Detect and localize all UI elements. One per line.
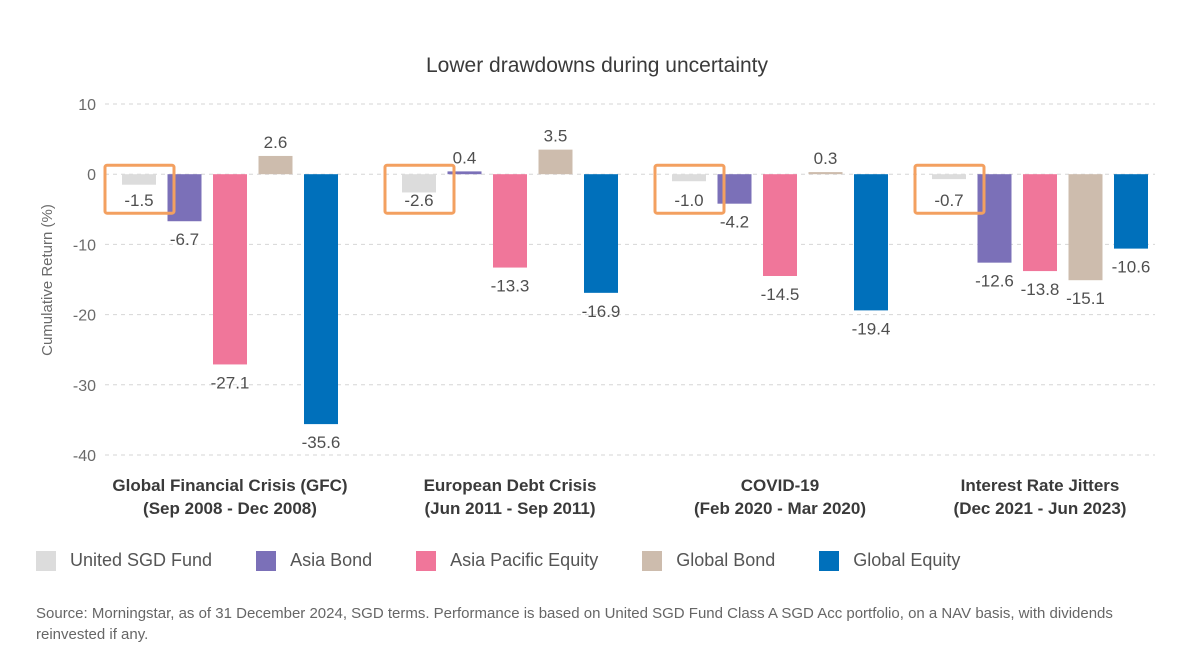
y-axis-ticks: 10 0 -10 -20 -30 -40 — [73, 97, 96, 465]
data-label: -14.5 — [761, 285, 800, 304]
y-tick-label: 0 — [87, 167, 96, 184]
category-label: Global Financial Crisis (GFC) — [112, 476, 347, 495]
y-tick-label: -30 — [73, 378, 96, 395]
category-label: (Jun 2011 - Sep 2011) — [424, 499, 595, 518]
bar — [304, 174, 338, 425]
legend-item: Global Bond — [642, 550, 775, 571]
legend-swatch — [36, 550, 56, 571]
bar-series — [122, 149, 1148, 425]
data-label: -4.2 — [720, 213, 749, 232]
bar — [854, 174, 888, 311]
data-label: 2.6 — [264, 133, 288, 152]
data-label: -15.1 — [1066, 289, 1105, 308]
data-label: -10.6 — [1112, 258, 1151, 277]
bar — [584, 174, 618, 293]
data-label: -13.3 — [491, 277, 530, 296]
y-axis-label: Cumulative Return (%) — [39, 204, 56, 356]
legend-item: United SGD Fund — [36, 550, 212, 571]
bar — [538, 149, 573, 175]
category-labels: Global Financial Crisis (GFC) (Sep 2008 -… — [112, 476, 1126, 518]
legend-swatch — [416, 550, 437, 571]
category-label: European Debt Crisis — [424, 476, 597, 495]
legend-swatch — [819, 550, 840, 571]
bar — [258, 155, 293, 175]
data-label: -12.6 — [975, 272, 1014, 291]
source-note: Source: Morningstar, as of 31 December 2… — [36, 605, 1113, 643]
data-label: -1.0 — [674, 191, 703, 210]
legend-swatch — [256, 550, 277, 571]
data-label: -19.4 — [852, 319, 891, 338]
bar — [213, 174, 247, 365]
legend-label: Global Equity — [853, 550, 961, 570]
data-label: -2.6 — [404, 191, 433, 210]
highlight-box — [383, 163, 456, 215]
bar — [493, 174, 527, 268]
data-label: -16.9 — [582, 302, 621, 321]
highlight-box — [653, 163, 726, 215]
chart-title: Lower drawdowns during uncertainty — [426, 54, 769, 77]
bar — [402, 174, 436, 193]
legend-label: Asia Bond — [290, 550, 373, 570]
legend-label: Global Bond — [676, 550, 776, 570]
legend-label: United SGD Fund — [70, 550, 213, 570]
bar — [808, 172, 843, 175]
y-tick-label: 10 — [78, 97, 96, 114]
bar — [932, 174, 966, 180]
bar — [447, 171, 482, 175]
data-label: 3.5 — [544, 127, 568, 146]
data-label: -0.7 — [934, 191, 963, 210]
category-label: COVID-19 — [741, 476, 819, 495]
data-label: -35.6 — [302, 433, 341, 452]
bar — [1068, 174, 1103, 281]
bar — [1023, 174, 1057, 272]
data-label: 0.3 — [814, 149, 838, 168]
legend-item: Asia Pacific Equity — [416, 550, 598, 571]
y-tick-label: -10 — [73, 237, 96, 254]
bar — [672, 174, 706, 182]
category-label: (Dec 2021 - Jun 2023) — [954, 499, 1127, 518]
legend-item: Global Equity — [819, 550, 960, 571]
y-tick-label: -40 — [73, 448, 96, 465]
bar — [1114, 174, 1148, 249]
data-label: 0.4 — [453, 148, 477, 167]
y-tick-label: -20 — [73, 308, 96, 325]
legend-label: Asia Pacific Equity — [450, 550, 599, 570]
data-label: -27.1 — [211, 373, 250, 392]
highlight-box — [913, 163, 986, 215]
data-label: -6.7 — [170, 230, 199, 249]
legend: United SGD Fund Asia Bond Asia Pacific Equ… — [36, 550, 1004, 571]
category-label: Interest Rate Jitters — [961, 476, 1120, 495]
data-label: -13.8 — [1021, 280, 1060, 299]
category-label: (Feb 2020 - Mar 2020) — [694, 499, 866, 518]
data-labels: -1.5 -6.7 -27.1 2.6 -35.6 -2.6 0.4 -13.3 3.5 -16.… — [103, 127, 1151, 452]
bar — [763, 174, 797, 276]
bar-chart: Lower drawdowns during uncertainty Cumul… — [39, 54, 1155, 518]
highlight-box — [103, 163, 176, 215]
category-label: (Sep 2008 - Dec 2008) — [143, 499, 317, 518]
bar — [122, 174, 156, 185]
legend-swatch — [642, 550, 663, 571]
data-label: -1.5 — [124, 191, 153, 210]
legend-item: Asia Bond — [256, 550, 372, 571]
